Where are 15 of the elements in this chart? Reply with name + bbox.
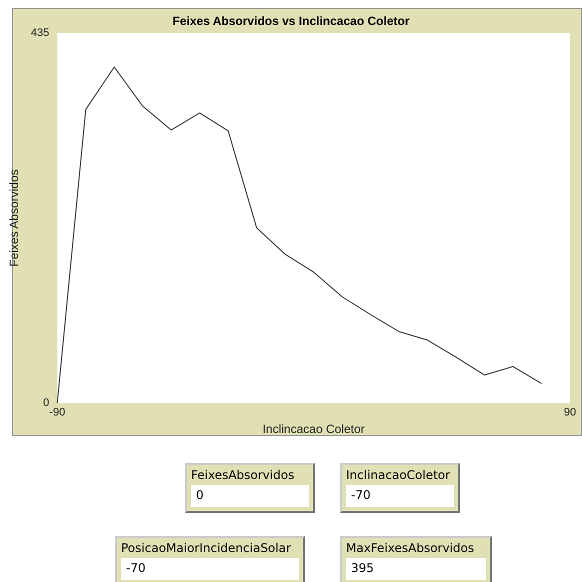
text: 395 — [346, 558, 486, 580]
text: InclinacaoColetor — [346, 468, 452, 482]
text: PosicaoMaiorIncidenciaSolar — [121, 541, 292, 555]
text: FeixesAbsorvidos — [191, 468, 296, 482]
y-axis-title: Feixes Absorvidos — [7, 169, 21, 267]
text: -70 — [121, 558, 299, 580]
x-tick-label: -90 — [49, 406, 66, 419]
y-tick-label: 435 — [30, 27, 50, 39]
x-axis-title: Inclincacao Coletor — [262, 422, 365, 436]
x-tick-label: 90 — [564, 406, 576, 419]
line-series — [56, 66, 542, 404]
text: -70 — [346, 485, 454, 507]
text: MaxFeixesAbsorvidos — [346, 541, 476, 555]
text: 0 — [191, 485, 309, 507]
chart-title: Feixes Absorvidos vs Inclincacao Coletor — [172, 14, 410, 28]
